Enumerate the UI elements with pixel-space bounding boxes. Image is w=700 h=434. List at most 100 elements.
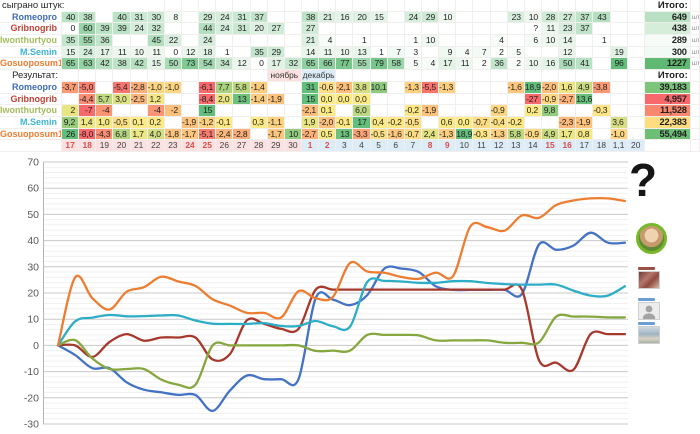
empty-cell[interactable] bbox=[610, 70, 628, 82]
result-cell[interactable] bbox=[627, 81, 645, 94]
result-cell[interactable] bbox=[473, 93, 491, 106]
played-cell[interactable]: 32 bbox=[284, 58, 302, 71]
played-cell[interactable] bbox=[507, 23, 525, 36]
empty-cell[interactable] bbox=[79, 70, 97, 82]
result-cell[interactable] bbox=[541, 116, 560, 129]
played-cell[interactable] bbox=[593, 23, 611, 36]
empty-cell[interactable] bbox=[370, 0, 388, 12]
played-cell[interactable] bbox=[473, 23, 491, 36]
result-cell[interactable]: 0,4 bbox=[370, 116, 388, 129]
result-cell[interactable] bbox=[627, 116, 645, 129]
empty-cell[interactable] bbox=[593, 0, 611, 12]
result-cell[interactable]: -0,6 bbox=[319, 81, 337, 94]
empty-cell[interactable] bbox=[439, 0, 457, 12]
played-cell[interactable] bbox=[181, 11, 200, 24]
result-cell[interactable]: 4,9 bbox=[576, 81, 594, 94]
date-cell[interactable]: 12 bbox=[490, 140, 508, 152]
played-cell[interactable]: 43 bbox=[593, 11, 611, 24]
played-cell[interactable]: ? bbox=[524, 23, 542, 36]
result-cell[interactable]: -1,3 bbox=[404, 81, 422, 94]
result-cell[interactable]: -1,1 bbox=[267, 116, 285, 129]
empty-cell[interactable] bbox=[233, 0, 251, 12]
played-cell[interactable]: 35 bbox=[62, 35, 80, 47]
empty-cell[interactable] bbox=[113, 70, 131, 82]
result-cell[interactable]: -1,7 bbox=[181, 128, 200, 141]
played-cell[interactable]: 36 bbox=[96, 35, 114, 47]
played-cell[interactable]: 24 bbox=[404, 11, 422, 24]
empty-cell[interactable] bbox=[524, 0, 542, 12]
result-cell[interactable]: -2,4 bbox=[216, 128, 234, 141]
result-cell[interactable] bbox=[473, 81, 491, 94]
empty-cell[interactable] bbox=[96, 70, 114, 82]
empty-cell[interactable] bbox=[387, 70, 405, 82]
played-cell[interactable] bbox=[284, 11, 302, 24]
played-cell[interactable]: 24 bbox=[216, 11, 234, 24]
result-cell[interactable]: -1,9 bbox=[421, 105, 440, 117]
empty-cell[interactable] bbox=[370, 70, 388, 82]
played-cell[interactable] bbox=[319, 23, 337, 36]
result-cell[interactable]: -0,3 bbox=[473, 128, 491, 141]
result-cell[interactable]: -0,3 bbox=[593, 105, 611, 117]
result-cell[interactable] bbox=[524, 116, 542, 129]
result-cell[interactable]: -1,9 bbox=[267, 93, 285, 106]
result-cell[interactable]: -0,9 bbox=[541, 93, 560, 106]
result-cell[interactable] bbox=[113, 105, 131, 117]
result-cell[interactable]: 2,0 bbox=[216, 93, 234, 106]
series-line-msemin[interactable] bbox=[56, 277, 627, 347]
result-cell[interactable]: 1,4 bbox=[79, 116, 97, 129]
date-cell[interactable]: 15 bbox=[541, 140, 560, 152]
result-cell[interactable]: -7 bbox=[79, 105, 97, 117]
date-cell[interactable]: 9 bbox=[439, 140, 457, 152]
date-cell[interactable]: 6 bbox=[387, 140, 405, 152]
result-cell[interactable]: 15 bbox=[199, 105, 217, 117]
result-cell[interactable]: -2 bbox=[164, 105, 182, 117]
empty-cell[interactable] bbox=[404, 0, 422, 12]
result-cell[interactable] bbox=[250, 128, 268, 141]
played-cell[interactable]: 35 bbox=[250, 46, 268, 59]
empty-cell[interactable] bbox=[130, 70, 148, 82]
result-cell[interactable]: -2,7 bbox=[559, 93, 577, 106]
played-cell[interactable]: 54 bbox=[199, 58, 217, 71]
date-cell[interactable]: 29 bbox=[267, 140, 285, 152]
empty-cell[interactable] bbox=[233, 70, 251, 82]
played-cell[interactable]: 30 bbox=[147, 11, 165, 24]
played-cell[interactable]: 38 bbox=[301, 11, 320, 24]
result-cell[interactable]: 0,3 bbox=[250, 116, 268, 129]
empty-cell[interactable] bbox=[490, 0, 508, 12]
played-cell[interactable]: 0 bbox=[250, 58, 268, 71]
played-cell[interactable]: 29 bbox=[421, 11, 440, 24]
played-cell[interactable]: 45 bbox=[147, 35, 165, 47]
result-cell[interactable]: -27 bbox=[524, 93, 542, 106]
result-cell[interactable]: -2,3 bbox=[559, 116, 577, 129]
played-cell[interactable]: 37 bbox=[250, 11, 268, 24]
empty-cell[interactable] bbox=[439, 70, 457, 82]
result-cell[interactable]: 1,7 bbox=[559, 128, 577, 141]
result-cell[interactable]: 1,6 bbox=[559, 81, 577, 94]
played-cell[interactable] bbox=[627, 23, 645, 36]
played-cell[interactable]: 29 bbox=[267, 46, 285, 59]
result-cell[interactable]: -0,5 bbox=[113, 116, 131, 129]
played-cell[interactable]: 32 bbox=[147, 23, 165, 36]
result-cell[interactable] bbox=[473, 105, 491, 117]
empty-cell[interactable] bbox=[319, 0, 337, 12]
player-avatar-icon[interactable] bbox=[636, 223, 667, 254]
played-cell[interactable]: 21 bbox=[319, 11, 337, 24]
played-cell[interactable] bbox=[233, 35, 251, 47]
result-cell[interactable]: 31 bbox=[301, 81, 320, 94]
result-cell[interactable]: -1,2 bbox=[199, 116, 217, 129]
empty-cell[interactable] bbox=[181, 0, 200, 12]
played-cell[interactable]: 60 bbox=[79, 23, 97, 36]
played-cell[interactable]: 10 bbox=[421, 35, 440, 47]
result-cell[interactable]: -0,4 bbox=[490, 116, 508, 129]
played-cell[interactable]: 23 bbox=[559, 23, 577, 36]
played-cell[interactable]: 7 bbox=[473, 46, 491, 59]
result-cell[interactable] bbox=[456, 93, 474, 106]
result-cell[interactable]: 3,8 bbox=[353, 81, 371, 94]
played-cell[interactable]: 38 bbox=[113, 58, 131, 71]
result-cell[interactable]: 5,8 bbox=[507, 128, 525, 141]
result-cell[interactable]: 1,0 bbox=[96, 116, 114, 129]
result-cell[interactable] bbox=[593, 93, 611, 106]
played-cell[interactable]: 9 bbox=[439, 46, 457, 59]
result-cell[interactable] bbox=[233, 116, 251, 129]
result-cell[interactable]: 26 bbox=[62, 128, 80, 141]
